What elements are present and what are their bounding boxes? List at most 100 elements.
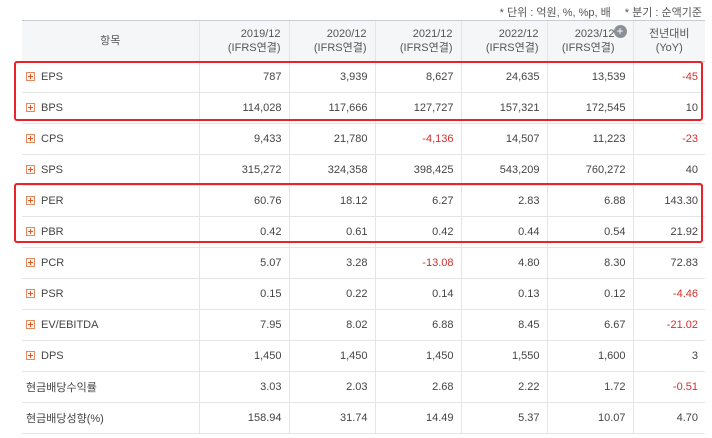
value-cell: 11,223 <box>546 123 633 155</box>
row-label: DPS <box>41 350 64 362</box>
row-label-cell[interactable]: DPS <box>22 340 199 372</box>
value-cell: 1,450 <box>288 340 375 372</box>
header-yoy: 전년대비 (YoY) <box>632 20 705 62</box>
row-label: 현금배당성향(%) <box>26 413 104 425</box>
expand-plus-icon[interactable] <box>26 289 35 298</box>
row-label: BPS <box>41 102 64 114</box>
table-row: PBR 0.42 0.61 0.42 0.44 0.54 21.92 <box>22 216 705 248</box>
value-cell: 787 <box>198 61 289 93</box>
header-item: 항목 <box>22 20 199 62</box>
row-label: EV/EBITDA <box>41 319 99 331</box>
expand-plus-icon[interactable] <box>26 320 35 329</box>
value-cell: 2.83 <box>460 185 547 217</box>
value-cell: 14.49 <box>374 402 461 434</box>
value-cell: 127,727 <box>374 92 461 124</box>
yoy-cell: 72.83 <box>632 247 705 279</box>
yoy-cell: -4.46 <box>632 278 705 310</box>
header-col-2022: 2022/12 (IFRS연결) <box>460 20 547 62</box>
yoy-cell: -23 <box>632 123 705 155</box>
expand-plus-icon[interactable] <box>26 227 35 236</box>
value-cell: 114,028 <box>198 92 289 124</box>
unit-notes: * 단위 : 억원, %, %p, 배 * 분기 : 순액기준 <box>500 4 702 20</box>
value-cell: 8.30 <box>546 247 633 279</box>
value-cell: 398,425 <box>374 154 461 186</box>
financial-ratio-table: 항목 2019/12 (IFRS연결) 2020/12 (IFRS연결) 2021/… <box>22 20 705 434</box>
value-cell: 0.44 <box>460 216 547 248</box>
row-label: PCR <box>41 257 65 269</box>
yoy-cell: 21.92 <box>632 216 705 248</box>
expand-plus-icon[interactable] <box>26 134 35 143</box>
value-cell: 8.45 <box>460 309 547 341</box>
value-cell: -13.08 <box>374 247 461 279</box>
header-col-2020: 2020/12 (IFRS연결) <box>288 20 375 62</box>
value-cell: 0.42 <box>374 216 461 248</box>
value-cell: 0.13 <box>460 278 547 310</box>
table-header-row: 항목 2019/12 (IFRS연결) 2020/12 (IFRS연결) 2021/… <box>22 20 705 62</box>
value-cell: 14,507 <box>460 123 547 155</box>
value-cell: 0.61 <box>288 216 375 248</box>
row-label-cell[interactable]: SPS <box>22 154 199 186</box>
table-row: CPS 9,433 21,780 -4,136 14,507 11,223 -23 <box>22 123 705 155</box>
row-label-cell[interactable]: BPS <box>22 92 199 124</box>
value-cell: 18.12 <box>288 185 375 217</box>
value-cell: 1.72 <box>546 371 633 403</box>
row-label-cell: 현금배당수익률 <box>22 371 199 403</box>
expand-plus-icon[interactable] <box>26 72 35 81</box>
value-cell: 117,666 <box>288 92 375 124</box>
value-cell: 2.68 <box>374 371 461 403</box>
row-label-cell[interactable]: CPS <box>22 123 199 155</box>
value-cell: 1,600 <box>546 340 633 372</box>
row-label-cell[interactable]: PCR <box>22 247 199 279</box>
row-label: CPS <box>41 133 64 145</box>
table-row: PSR 0.15 0.22 0.14 0.13 0.12 -4.46 <box>22 278 705 310</box>
yoy-cell: 40 <box>632 154 705 186</box>
value-cell: 31.74 <box>288 402 375 434</box>
expand-plus-icon[interactable] <box>26 103 35 112</box>
expand-plus-icon[interactable] <box>26 165 35 174</box>
value-cell: 3.28 <box>288 247 375 279</box>
add-column-icon[interactable]: + <box>613 25 627 38</box>
yoy-cell: 4.70 <box>632 402 705 434</box>
value-cell: 4.80 <box>460 247 547 279</box>
row-label-cell: 현금배당성향(%) <box>22 402 199 434</box>
value-cell: 3.03 <box>198 371 289 403</box>
table-row: PER 60.76 18.12 6.27 2.83 6.88 143.30 <box>22 185 705 217</box>
basis-note: * 분기 : 순액기준 <box>624 7 702 19</box>
expand-plus-icon[interactable] <box>26 258 35 267</box>
row-label-cell[interactable]: EV/EBITDA <box>22 309 199 341</box>
value-cell: 158.94 <box>198 402 289 434</box>
value-cell: 5.07 <box>198 247 289 279</box>
value-cell: 7.95 <box>198 309 289 341</box>
value-cell: 60.76 <box>198 185 289 217</box>
row-label-cell[interactable]: PER <box>22 185 199 217</box>
value-cell: 324,358 <box>288 154 375 186</box>
expand-plus-icon[interactable] <box>26 196 35 205</box>
table-row: 현금배당성향(%) 158.94 31.74 14.49 5.37 10.07 4.70 <box>22 402 705 434</box>
header-col-2023: 2023/12 (IFRS연결) + <box>546 20 633 62</box>
row-label: PER <box>41 195 64 207</box>
value-cell: 8.02 <box>288 309 375 341</box>
table-row: EV/EBITDA 7.95 8.02 6.88 8.45 6.67 -21.02 <box>22 309 705 341</box>
value-cell: 6.27 <box>374 185 461 217</box>
table-row: SPS 315,272 324,358 398,425 543,209 760,272 40 <box>22 154 705 186</box>
yoy-cell: 143.30 <box>632 185 705 217</box>
yoy-cell: -45 <box>632 61 705 93</box>
header-col-2021: 2021/12 (IFRS연결) <box>374 20 461 62</box>
row-label: EPS <box>41 71 64 83</box>
table-row: DPS 1,450 1,450 1,450 1,550 1,600 3 <box>22 340 705 372</box>
value-cell: 172,545 <box>546 92 633 124</box>
yoy-cell: 3 <box>632 340 705 372</box>
expand-plus-icon[interactable] <box>26 351 35 360</box>
value-cell: 315,272 <box>198 154 289 186</box>
value-cell: 13,539 <box>546 61 633 93</box>
row-label-cell[interactable]: EPS <box>22 61 199 93</box>
value-cell: 24,635 <box>460 61 547 93</box>
value-cell: 21,780 <box>288 123 375 155</box>
row-label: PBR <box>41 226 64 238</box>
value-cell: 157,321 <box>460 92 547 124</box>
row-label-cell[interactable]: PSR <box>22 278 199 310</box>
value-cell: 0.22 <box>288 278 375 310</box>
value-cell: -4,136 <box>374 123 461 155</box>
yoy-cell: -21.02 <box>632 309 705 341</box>
row-label-cell[interactable]: PBR <box>22 216 199 248</box>
